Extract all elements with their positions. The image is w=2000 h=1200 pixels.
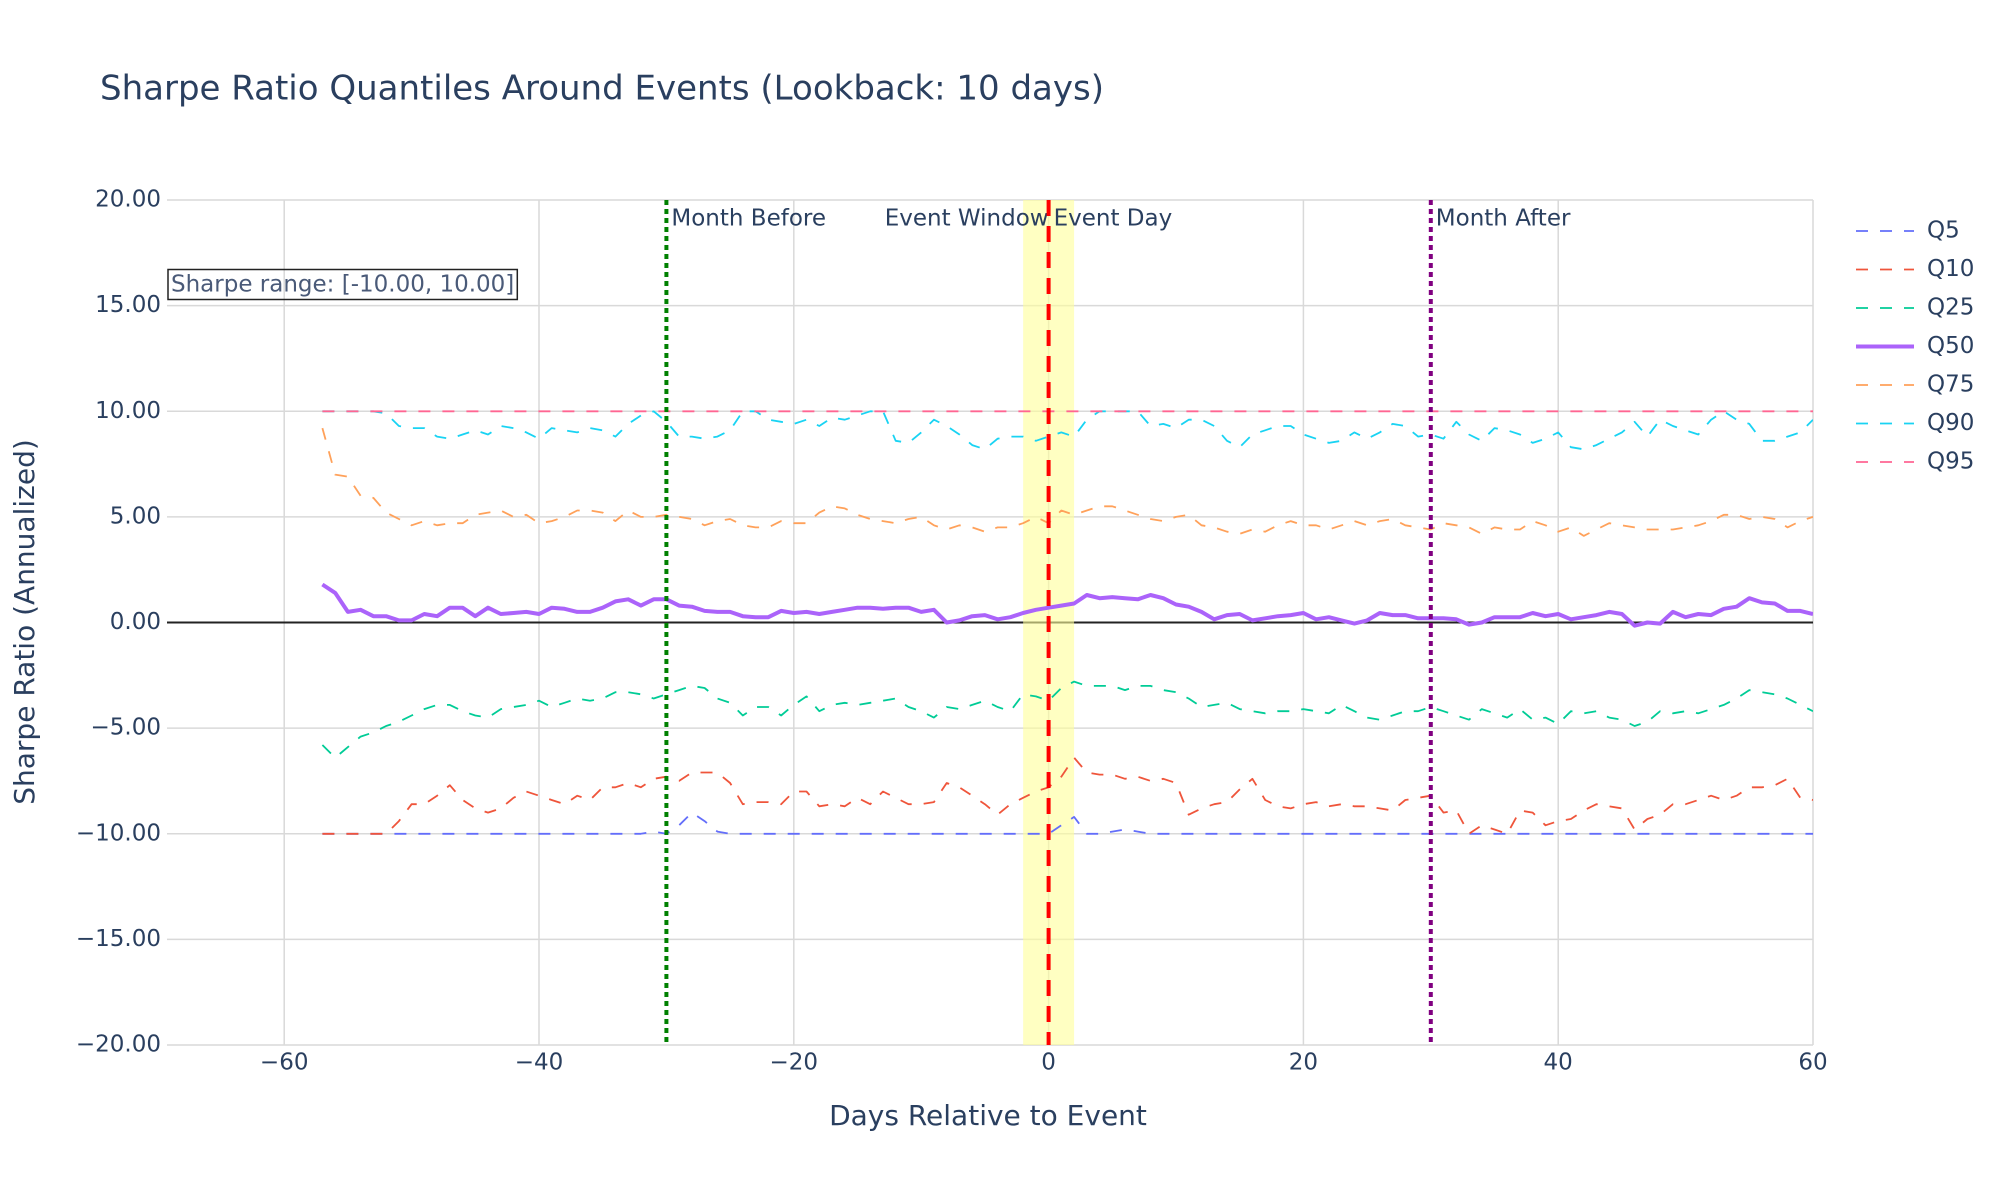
series-line bbox=[321, 427, 1813, 537]
y-tick-label: 0.00 bbox=[110, 609, 161, 635]
event-line-label: Event Day bbox=[1054, 206, 1173, 232]
y-tick-label: −10.00 bbox=[76, 820, 161, 846]
series-line bbox=[321, 680, 1813, 759]
chart-title: Sharpe Ratio Quantiles Around Events (Lo… bbox=[100, 69, 1104, 109]
legend-label: Q50 bbox=[1927, 333, 1974, 359]
band-label: Event Window bbox=[885, 206, 1049, 232]
y-tick-label: 15.00 bbox=[95, 292, 161, 318]
series-line bbox=[321, 582, 1813, 628]
legend-label: Q75 bbox=[1927, 372, 1974, 398]
series-line bbox=[322, 410, 1813, 451]
event-line-label: Month After bbox=[1436, 206, 1571, 232]
y-tick-label: −5.00 bbox=[91, 715, 161, 741]
series-line bbox=[322, 811, 1813, 835]
legend-label: Q95 bbox=[1927, 449, 1974, 475]
range-annotation: Sharpe range: [-10.00, 10.00] bbox=[171, 272, 514, 298]
legend-label: Q25 bbox=[1927, 295, 1974, 321]
y-tick-label: −15.00 bbox=[76, 926, 161, 952]
x-axis-title: Days Relative to Event bbox=[829, 1099, 1147, 1132]
legend-label: Q90 bbox=[1927, 410, 1974, 436]
x-tick-label: −20 bbox=[770, 1050, 819, 1076]
y-tick-label: 5.00 bbox=[110, 503, 161, 529]
legend-label: Q10 bbox=[1927, 256, 1974, 282]
y-tick-label: 10.00 bbox=[95, 398, 161, 424]
x-tick-label: −60 bbox=[260, 1050, 309, 1076]
event-line-label: Month Before bbox=[671, 206, 826, 232]
legend-label: Q5 bbox=[1927, 218, 1960, 244]
x-tick-label: 20 bbox=[1289, 1050, 1318, 1076]
x-tick-label: 60 bbox=[1798, 1050, 1827, 1076]
x-tick-label: 40 bbox=[1544, 1050, 1573, 1076]
x-tick-label: −40 bbox=[515, 1050, 564, 1076]
y-tick-label: 20.00 bbox=[95, 187, 161, 213]
y-axis-title: Sharpe Ratio (Annualized) bbox=[8, 439, 41, 805]
y-tick-label: −20.00 bbox=[76, 1032, 161, 1058]
annotation-box bbox=[167, 268, 519, 301]
x-tick-label: 0 bbox=[1041, 1050, 1056, 1076]
